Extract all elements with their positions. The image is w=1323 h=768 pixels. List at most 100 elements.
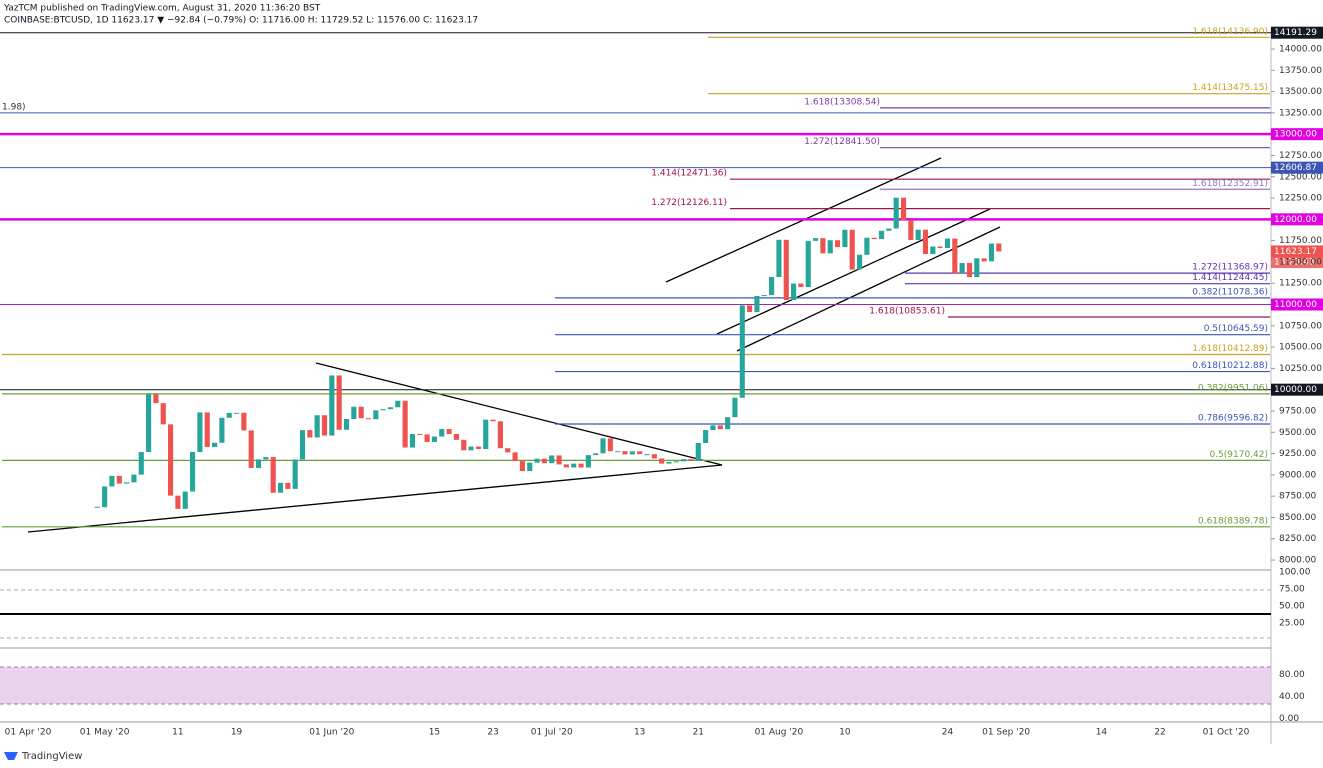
- y-tick-label: 8000.00: [1279, 556, 1316, 566]
- y-tick-label: 14000.00: [1279, 44, 1322, 54]
- candle-body: [651, 454, 657, 459]
- price-tag: [1271, 161, 1323, 174]
- x-tick-label: 13: [634, 728, 645, 738]
- candle-body: [387, 407, 394, 410]
- candle-body: [673, 461, 679, 463]
- candle-body: [593, 453, 599, 456]
- candle-body: [878, 230, 885, 240]
- candle-body: [842, 229, 848, 248]
- x-tick-label: 23: [487, 728, 498, 738]
- candle-body: [409, 433, 416, 448]
- candle-body: [219, 417, 225, 443]
- price-tag: [1271, 298, 1323, 311]
- rsi-tick-label: 25.00: [1279, 619, 1305, 629]
- x-tick-label: 01 Jul '20: [531, 728, 573, 738]
- candle-body: [622, 451, 628, 455]
- fib-label: 1.272(12841.50): [804, 137, 880, 147]
- candle-body: [578, 463, 584, 468]
- candle-body: [497, 421, 503, 449]
- candle-body: [190, 451, 196, 492]
- candle-body: [329, 375, 335, 436]
- candle-body: [739, 305, 745, 398]
- fib-label: 1.618(10412.89): [1192, 344, 1268, 354]
- x-tick-label: 19: [231, 728, 243, 738]
- candle-body: [908, 220, 914, 240]
- x-tick-label: 15: [429, 728, 440, 738]
- candle-body: [563, 464, 569, 468]
- fib-label: 0.5(9170.42): [1209, 450, 1268, 460]
- x-tick-label: 01 Jun '20: [309, 728, 354, 738]
- candle-body: [153, 393, 159, 404]
- y-tick-label: 8500.00: [1279, 513, 1316, 523]
- channel-mid: [716, 208, 991, 335]
- candle-body: [314, 415, 320, 438]
- candle-body: [834, 240, 841, 248]
- candle-body: [813, 238, 819, 241]
- candle-body: [637, 451, 643, 455]
- y-tick-label: 13500.00: [1279, 87, 1322, 97]
- countdown: 13:23:43: [1274, 258, 1314, 268]
- y-tick-label: 10500.00: [1279, 343, 1322, 353]
- symbol-line: COINBASE:BTCUSD, 1D 11623.17 ▼ −92.84 (−…: [4, 16, 478, 26]
- y-tick-label: 10750.00: [1279, 321, 1322, 331]
- candle-body: [974, 258, 980, 278]
- y-tick-label: 12250.00: [1279, 194, 1322, 204]
- candle-body: [864, 237, 870, 255]
- candle-body: [277, 482, 284, 493]
- candle-body: [146, 393, 152, 453]
- candle-body: [681, 459, 687, 462]
- candle-body: [292, 459, 298, 489]
- price-tag-label: 14191.29: [1274, 28, 1317, 38]
- candle-body: [827, 240, 833, 254]
- candle-body: [519, 461, 525, 472]
- fib-label: 0.618(10212.88): [1192, 361, 1268, 371]
- candle-body: [307, 430, 313, 438]
- candle-body: [959, 262, 965, 274]
- candle-body: [336, 375, 342, 430]
- y-tick-label: 12500.00: [1279, 172, 1322, 182]
- candle-body: [255, 459, 262, 468]
- candle-body: [431, 436, 438, 442]
- candle-body: [263, 457, 269, 460]
- y-tick-label: 11750.00: [1279, 236, 1322, 246]
- x-tick-label: 01 Apr '20: [5, 728, 52, 738]
- y-tick-label: 8750.00: [1279, 492, 1316, 502]
- candle-body: [783, 239, 789, 300]
- price-tag: [1271, 128, 1323, 141]
- candle-body: [776, 239, 782, 278]
- candle-body: [182, 491, 188, 509]
- y-tick-label: 9000.00: [1279, 470, 1316, 480]
- candle-body: [351, 406, 357, 419]
- candle-body: [483, 419, 489, 450]
- fib-label: 0.382(9951.06): [1198, 383, 1268, 393]
- candle-body: [988, 243, 995, 262]
- rsi-tick-label: 100.00: [1279, 568, 1311, 578]
- y-tick-label: 13750.00: [1279, 66, 1322, 76]
- triangle-bottom: [27, 464, 723, 533]
- stoch-tick-label: 0.00: [1279, 714, 1299, 724]
- x-tick-label: 24: [942, 728, 954, 738]
- candle-body: [615, 451, 621, 453]
- candle-body: [197, 412, 203, 452]
- price-tag-label: 10000.00: [1274, 385, 1317, 395]
- x-tick-label: 11: [172, 728, 183, 738]
- candle-body: [695, 443, 701, 461]
- candle-body: [725, 417, 731, 430]
- candle-body: [805, 240, 811, 288]
- candle-body: [534, 458, 540, 463]
- candle-body: [769, 277, 775, 296]
- candle-body: [505, 448, 511, 453]
- y-tick-label: 11250.00: [1279, 279, 1322, 289]
- x-tick-label: 10: [839, 728, 851, 738]
- candle-body: [747, 305, 753, 313]
- candle-body: [688, 459, 694, 461]
- candle-body: [952, 238, 958, 274]
- candle-body: [204, 412, 210, 447]
- stoch-band: [0, 667, 1271, 704]
- candle-body: [930, 246, 936, 255]
- candle-body: [380, 409, 386, 411]
- candle-body: [270, 457, 276, 493]
- candle-body: [644, 454, 650, 456]
- candle-body: [211, 442, 218, 447]
- candle-body: [124, 482, 130, 484]
